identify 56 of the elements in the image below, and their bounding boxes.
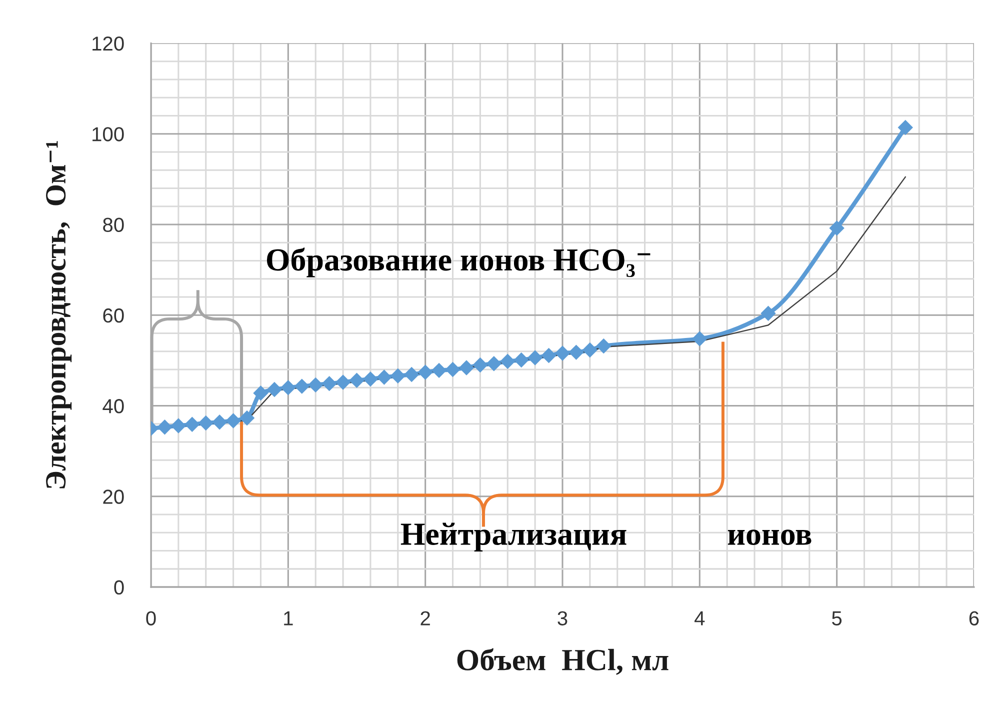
y-tick-label: 0 bbox=[114, 580, 124, 595]
x-tick-label: 4 bbox=[694, 611, 705, 626]
point bbox=[184, 416, 200, 432]
point bbox=[527, 350, 543, 366]
x-tick-label: 5 bbox=[832, 611, 842, 626]
annotation: Образование ионов HCO₃⁻ bbox=[266, 248, 650, 278]
y-tick-label: 80 bbox=[103, 218, 124, 232]
x-tick-label: 3 bbox=[558, 611, 568, 626]
point bbox=[266, 382, 282, 398]
point bbox=[829, 220, 844, 236]
y-tick-label: 60 bbox=[103, 308, 124, 323]
point bbox=[898, 120, 914, 136]
point bbox=[404, 366, 420, 382]
y-tick-label: 40 bbox=[102, 399, 124, 414]
annotation: Нейтрализация bbox=[400, 522, 626, 552]
x-tick-label: 0 bbox=[146, 611, 156, 626]
x-axis-title: Объем HCl, мл bbox=[457, 648, 668, 675]
point bbox=[226, 413, 241, 428]
point bbox=[239, 410, 255, 426]
point bbox=[418, 364, 433, 380]
point bbox=[445, 362, 460, 378]
point bbox=[362, 371, 378, 387]
x-tick-label: 6 bbox=[969, 611, 979, 626]
point bbox=[390, 368, 406, 384]
x-tick-label: 1 bbox=[284, 611, 293, 626]
point bbox=[500, 354, 516, 369]
y-axis-title: Электропровдность, Ом⁻¹ bbox=[46, 141, 72, 488]
point bbox=[582, 342, 598, 358]
point bbox=[431, 362, 447, 378]
y-tick-label: 100 bbox=[92, 127, 124, 142]
point bbox=[280, 380, 296, 396]
point bbox=[472, 357, 488, 373]
point bbox=[760, 306, 776, 321]
point bbox=[170, 418, 186, 434]
point bbox=[376, 370, 392, 385]
point bbox=[212, 414, 228, 430]
point bbox=[541, 348, 556, 364]
point bbox=[568, 344, 584, 360]
point bbox=[692, 331, 708, 346]
point bbox=[322, 376, 337, 392]
y-tick-label: 120 bbox=[92, 36, 124, 51]
point bbox=[294, 378, 310, 394]
point bbox=[349, 372, 364, 388]
point bbox=[554, 346, 570, 361]
point bbox=[486, 356, 502, 372]
point bbox=[514, 352, 529, 368]
point bbox=[596, 338, 612, 354]
point bbox=[308, 377, 324, 393]
point bbox=[253, 385, 268, 401]
x-tick-label: 2 bbox=[420, 611, 430, 626]
y-tick-label: 20 bbox=[103, 490, 124, 504]
point bbox=[157, 419, 172, 435]
point bbox=[335, 374, 351, 390]
point bbox=[198, 415, 214, 431]
point bbox=[458, 360, 474, 376]
annotation: ионов bbox=[728, 530, 812, 546]
